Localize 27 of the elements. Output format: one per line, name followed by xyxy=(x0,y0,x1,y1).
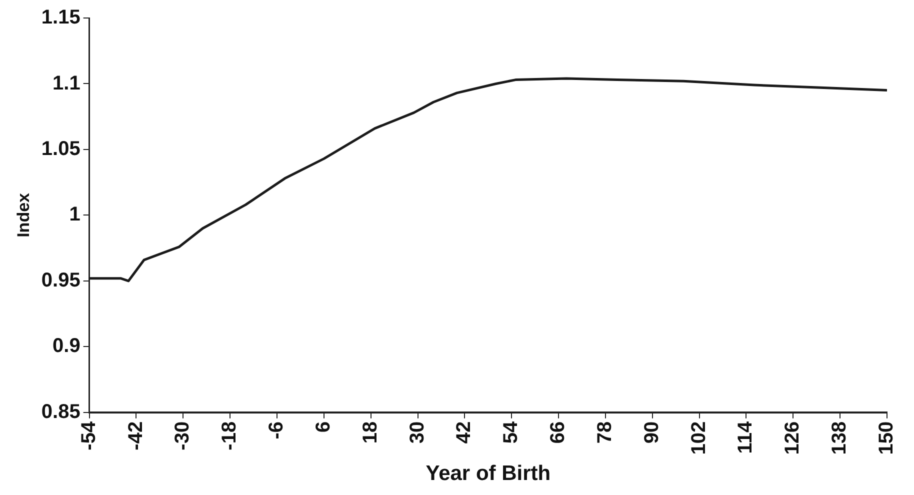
x-tick-label: -30 xyxy=(172,421,194,450)
x-tick-label: 78 xyxy=(594,421,616,444)
y-tick-label: 1.05 xyxy=(41,138,80,160)
y-axis-title: Index xyxy=(14,192,33,238)
x-axis-title: Year of Birth xyxy=(426,462,551,486)
y-tick-label: 0.85 xyxy=(41,400,80,423)
x-tick-label: -18 xyxy=(218,421,241,450)
y-tick-label: 0.9 xyxy=(52,335,80,358)
x-tick-label: 102 xyxy=(688,421,710,455)
x-tick-label: -54 xyxy=(78,420,100,450)
x-tick-label: 30 xyxy=(406,421,428,444)
x-tick-label: 150 xyxy=(876,421,898,455)
x-tick-label: 42 xyxy=(453,421,476,444)
x-tick-label: 114 xyxy=(734,420,757,454)
x-tick-label: -6 xyxy=(266,421,288,440)
x-tick-label: 126 xyxy=(782,421,804,455)
x-tick-label: 90 xyxy=(640,421,663,444)
y-tick-label: 0.95 xyxy=(41,269,80,292)
y-tick-label: 1.15 xyxy=(41,6,80,29)
x-tick-label: 6 xyxy=(312,421,334,433)
y-tick-label: 1 xyxy=(69,204,80,226)
x-tick-label: 18 xyxy=(359,421,382,444)
y-tick-label: 1.1 xyxy=(52,72,80,94)
x-tick-label: -42 xyxy=(124,421,147,450)
x-tick-label: 66 xyxy=(547,421,570,444)
x-tick-label: 54 xyxy=(500,420,522,444)
x-tick-label: 138 xyxy=(828,421,851,455)
